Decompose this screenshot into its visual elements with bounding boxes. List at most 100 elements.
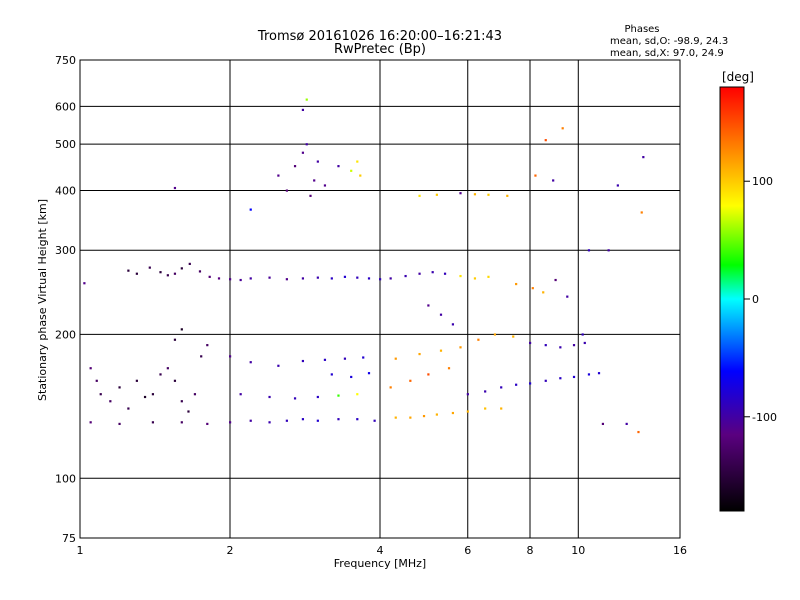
data-point xyxy=(544,139,547,142)
phase-stats-header: Phases xyxy=(624,24,659,35)
y-tick-label: 100 xyxy=(55,472,76,485)
data-point xyxy=(572,344,576,347)
data-point xyxy=(443,272,447,275)
data-point xyxy=(180,421,183,424)
data-point xyxy=(493,333,497,336)
data-point xyxy=(249,277,252,280)
data-point xyxy=(581,333,584,336)
colorbar-tick-label: 0 xyxy=(752,293,759,306)
colorbar-tick-label: -100 xyxy=(752,411,777,424)
data-point xyxy=(285,189,288,192)
data-point xyxy=(356,393,359,396)
data-point xyxy=(159,373,162,376)
data-point xyxy=(229,421,232,424)
data-point xyxy=(356,418,359,421)
data-point xyxy=(285,278,288,281)
colorbar xyxy=(719,86,745,512)
data-point xyxy=(268,421,271,424)
data-point xyxy=(166,274,169,277)
data-point xyxy=(188,262,191,265)
data-point xyxy=(616,184,619,187)
data-point xyxy=(173,379,177,382)
y-tick-label: 600 xyxy=(55,100,76,113)
y-tick-label: 400 xyxy=(55,184,76,197)
data-point xyxy=(409,379,412,382)
data-point xyxy=(597,372,601,375)
data-point xyxy=(316,276,319,279)
data-point xyxy=(356,276,359,279)
y-tick-label: 200 xyxy=(55,328,76,341)
colorbar-tick-label: 100 xyxy=(752,175,773,188)
data-point xyxy=(439,313,443,316)
y-tick-label: 500 xyxy=(55,138,76,151)
data-point xyxy=(285,419,288,422)
data-point xyxy=(473,277,477,280)
data-point xyxy=(89,367,92,370)
colorbar-ticks: -100 0 100 xyxy=(744,175,777,424)
data-point xyxy=(515,282,518,286)
data-point xyxy=(625,422,628,426)
phase-stats-o: mean, sd,O: -98.9, 24.3 xyxy=(610,36,728,47)
data-point xyxy=(193,393,197,396)
data-point xyxy=(229,278,232,281)
data-point xyxy=(404,274,407,278)
x-tick-label: 8 xyxy=(527,544,534,557)
x-tick-label: 16 xyxy=(673,544,687,557)
data-point xyxy=(135,379,138,382)
chart-subtitle: RwPretec (Bp) xyxy=(334,42,426,57)
data-point xyxy=(180,267,183,270)
data-point xyxy=(293,165,297,168)
data-point xyxy=(431,271,434,274)
x-tick-label: 4 xyxy=(377,544,384,557)
data-point xyxy=(217,277,221,280)
data-point xyxy=(459,346,462,349)
data-point xyxy=(544,344,547,347)
chart-title: Tromsø 20161026 16:20:00–16:21:43 xyxy=(257,29,502,44)
data-point xyxy=(587,373,591,376)
data-point xyxy=(173,272,177,275)
data-point xyxy=(206,422,209,426)
data-point xyxy=(180,400,183,403)
data-point xyxy=(305,143,308,146)
grid-layer xyxy=(80,60,680,538)
data-point xyxy=(229,355,232,358)
data-point xyxy=(301,277,305,280)
data-point xyxy=(427,304,430,307)
data-point xyxy=(337,165,340,168)
data-point xyxy=(459,192,462,195)
data-point xyxy=(477,338,480,341)
data-point xyxy=(427,373,430,376)
data-point xyxy=(422,414,426,418)
data-point xyxy=(379,278,382,281)
data-point xyxy=(239,393,242,396)
data-point xyxy=(337,418,340,421)
data-point xyxy=(583,341,586,345)
data-point xyxy=(451,323,455,326)
data-point xyxy=(350,169,353,172)
data-point xyxy=(389,277,392,280)
data-point xyxy=(330,373,333,376)
data-point xyxy=(359,174,362,177)
data-point xyxy=(239,278,242,282)
data-point xyxy=(394,357,397,360)
data-point xyxy=(99,393,102,396)
axis-layer: 1 2 4 6 8 10 16 75 100 200 300 400 500 600 750 xyxy=(55,54,687,557)
data-point xyxy=(435,413,438,416)
data-point xyxy=(316,395,319,399)
data-point xyxy=(466,393,469,396)
data-point xyxy=(418,194,421,197)
x-tick-label: 10 xyxy=(571,544,585,557)
data-point xyxy=(293,397,297,400)
data-point xyxy=(151,393,155,396)
data-point xyxy=(542,291,545,294)
data-point xyxy=(206,344,209,347)
data-point xyxy=(389,386,392,389)
data-point xyxy=(484,390,487,393)
data-point xyxy=(143,395,147,399)
data-point xyxy=(529,382,532,385)
data-point xyxy=(572,375,576,379)
data-point xyxy=(394,416,397,419)
data-point xyxy=(118,422,121,426)
data-point xyxy=(187,410,190,413)
data-point xyxy=(83,282,86,285)
